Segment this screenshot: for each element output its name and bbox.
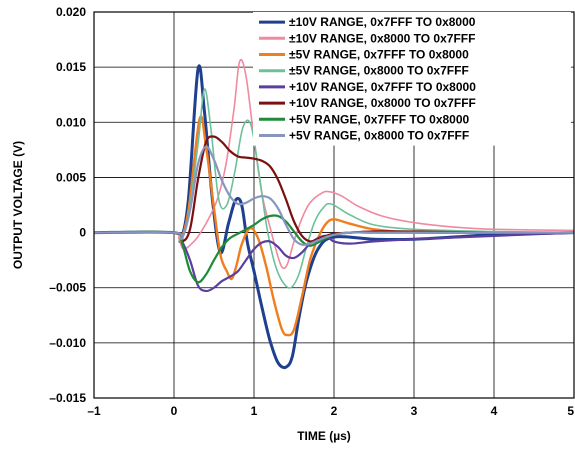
y-tick-label: –0.010 (49, 336, 86, 350)
series-line-5 (93, 230, 575, 293)
series-lines (93, 58, 575, 369)
series-line-1 (93, 64, 575, 369)
y-tick-label: –0.015 (49, 391, 86, 405)
x-tick-label: 2 (331, 404, 338, 418)
legend-label: ±10V RANGE, 0x8000 TO 0x7FFF (289, 31, 475, 45)
x-tick-label: 1 (251, 404, 258, 418)
legend: ±10V RANGE, 0x7FFF TO 0x8000 ±10V RANGE, … (253, 12, 571, 146)
x-tick-label: 4 (491, 404, 498, 418)
x-axis-title: TIME (µs) (297, 429, 351, 443)
legend-label: +5V RANGE, 0x8000 TO 0x7FFF (289, 129, 469, 143)
y-tick-label: 0.005 (56, 170, 86, 184)
y-tick-label: 0 (79, 226, 86, 240)
x-tick-labels: –1 0 1 2 3 4 5 (87, 404, 574, 418)
x-tick-label: 0 (171, 404, 178, 418)
x-tick-label: 3 (411, 404, 418, 418)
series-line-4 (93, 88, 575, 289)
y-tick-label: 0.015 (56, 60, 86, 74)
y-tick-label: –0.005 (49, 281, 86, 295)
x-tick-label: –1 (87, 404, 101, 418)
y-tick-label: 0.020 (56, 5, 86, 19)
y-axis-title: OUTPUT VOLTAGE (V) (11, 141, 25, 269)
x-tick-label: 5 (567, 404, 574, 418)
legend-label: +5V RANGE, 0x7FFF TO 0x8000 (289, 112, 470, 126)
legend-label: ±10V RANGE, 0x7FFF TO 0x8000 (289, 15, 476, 29)
series-line-3 (93, 115, 574, 337)
y-tick-labels: –0.015 –0.010 –0.005 0 0.005 0.010 0.015 0.020 (49, 5, 86, 405)
legend-label: +10V RANGE, 0x8000 TO 0x7FFF (289, 96, 476, 110)
y-tick-label: 0.010 (56, 115, 86, 129)
legend-label: ±5V RANGE, 0x8000 TO 0x7FFF (289, 64, 469, 78)
legend-label: ±5V RANGE, 0x7FFF TO 0x8000 (289, 48, 469, 62)
legend-background (253, 12, 571, 146)
series-line-8 (93, 145, 574, 247)
legend-label: +10V RANGE, 0x7FFF TO 0x8000 (289, 80, 476, 94)
